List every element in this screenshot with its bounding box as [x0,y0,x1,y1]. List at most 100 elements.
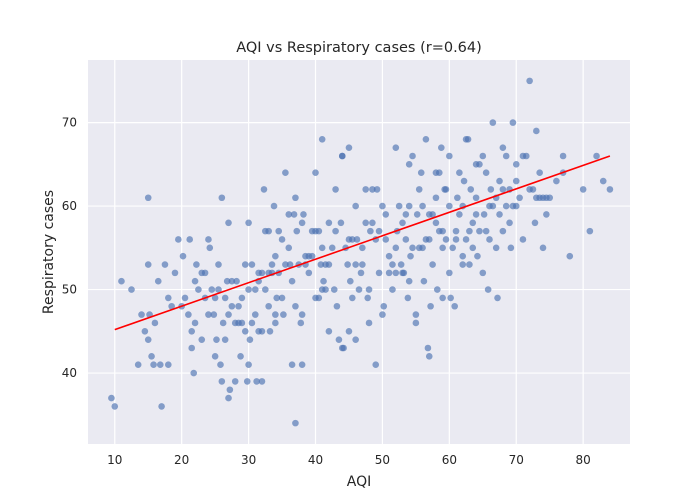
data-point [372,361,380,368]
data-point [268,261,276,268]
data-point [446,152,453,160]
data-point [382,236,390,243]
data-point [251,311,259,318]
data-point [258,269,266,277]
data-point [546,194,554,202]
data-point [412,319,420,327]
data-point [512,161,520,168]
data-point [476,161,483,168]
data-point [459,261,467,268]
data-point [499,227,507,235]
data-point [148,353,155,360]
data-point [349,236,356,243]
data-point [253,378,260,385]
x-tick-label: 70 [509,453,524,467]
data-point [325,328,333,335]
data-point [400,269,408,277]
data-point [205,236,212,243]
y-tick-label: 70 [62,116,77,130]
data-point [409,244,416,252]
data-point [452,236,460,243]
data-point [442,236,450,243]
data-point [338,152,346,160]
data-point [111,403,119,410]
data-point [288,361,296,368]
data-point [158,403,165,410]
data-point [362,186,369,193]
data-point [502,202,510,210]
data-point [265,227,272,235]
data-point [364,294,371,302]
data-point [237,353,244,360]
data-point [476,227,483,235]
data-point [288,277,296,285]
data-point [438,144,445,151]
data-point [379,202,386,210]
data-point [407,252,414,260]
data-point [474,252,481,260]
x-tick-labels: 10 20 30 40 50 60 70 80 [107,453,591,467]
data-point [193,261,200,268]
data-point [333,302,341,310]
data-point [258,378,266,385]
data-point [128,286,135,293]
data-point [392,244,400,252]
data-point [382,211,390,218]
data-point [379,311,386,318]
data-point [215,286,222,293]
data-point [439,294,446,302]
y-tick-labels: 40 50 60 70 [62,116,77,380]
data-point [469,244,477,252]
data-point [118,277,125,285]
data-point [392,144,400,151]
data-point [285,244,293,252]
data-point [150,361,157,368]
data-point [325,219,333,227]
data-point [262,286,269,293]
data-point [460,177,468,185]
data-point [533,127,540,135]
data-point [108,394,115,402]
data-point [486,236,493,243]
data-point [559,152,567,160]
x-tick-label: 10 [107,453,122,467]
data-point [335,336,343,343]
data-point [138,311,145,318]
data-point [385,252,393,260]
data-point [349,294,356,302]
data-point [332,227,339,235]
data-point [225,219,232,227]
data-point [496,177,503,185]
data-point [235,302,242,310]
data-point [300,211,307,218]
data-point [322,286,329,293]
data-point [389,286,396,293]
data-point [469,219,477,227]
data-point [412,311,420,318]
data-point [599,177,607,185]
data-point [359,244,366,252]
trendline-group [114,155,611,331]
data-point [156,361,164,368]
x-tick-label: 30 [241,453,256,467]
data-point [529,186,537,193]
data-point [315,227,323,235]
data-point [492,244,500,252]
data-point [365,286,373,293]
data-point [519,236,527,243]
data-point [188,344,196,352]
x-tick-label: 20 [174,453,189,467]
y-tick-label: 60 [62,199,77,213]
data-point [373,186,381,193]
x-axis-label: AQI [347,474,371,490]
data-point [134,361,142,368]
data-point [280,311,287,318]
data-point [285,211,293,218]
data-point [191,277,199,285]
plot-background [88,60,630,444]
data-point [499,186,507,193]
data-point [308,252,316,260]
data-point [415,186,423,193]
data-point [355,286,363,293]
y-axis-label: Respiratory cases [41,190,57,314]
